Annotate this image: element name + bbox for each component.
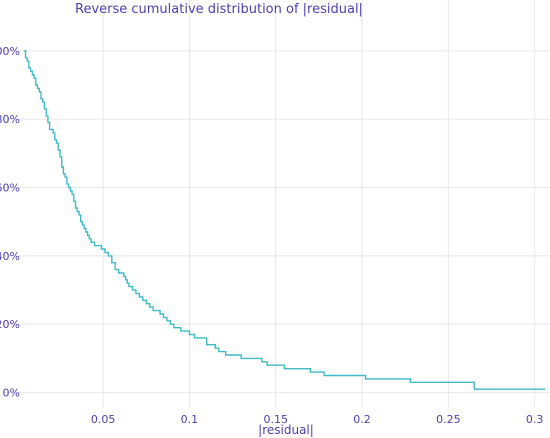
x-tick-label: 0.25 — [436, 413, 461, 426]
series-layer — [23, 50, 545, 390]
series-line — [23, 50, 545, 390]
x-tick-label: 0.2 — [353, 413, 371, 426]
y-tick-label: 0% — [3, 387, 20, 400]
x-tick-label: 0.1 — [181, 413, 199, 426]
x-tick-label: 0.15 — [263, 413, 288, 426]
x-tick-label: 0.3 — [526, 413, 544, 426]
chart-title: Reverse cumulative distribution of |resi… — [75, 2, 363, 17]
x-axis-title: |residual| — [258, 423, 314, 437]
y-tick-label: 80% — [0, 113, 20, 126]
y-tick-label: 40% — [0, 250, 20, 263]
y-tick-label: 100% — [0, 45, 20, 58]
x-tick-label: 0.05 — [91, 413, 116, 426]
tick-labels: 0.05 0.1 0.15 0.2 0.25 0.3 0% 20% 40% 60% 80% 100% — [0, 45, 543, 426]
y-tick-label: 20% — [0, 318, 20, 331]
grid-lines — [4, 0, 550, 408]
y-tick-label: 60% — [0, 182, 20, 195]
